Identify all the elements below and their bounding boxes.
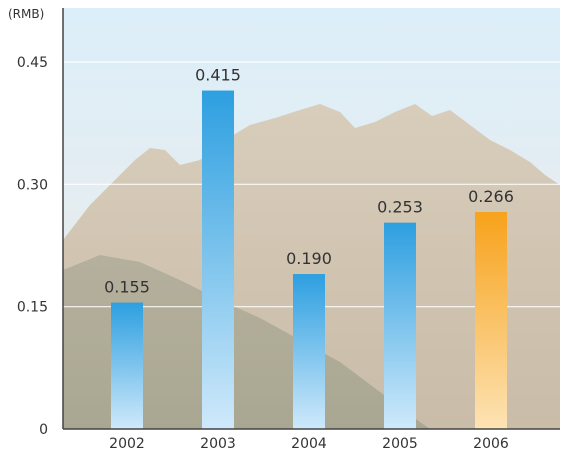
y-axis-unit-label: (RMB)	[8, 7, 44, 21]
data-labels: 0.155 0.415 0.190 0.253 0.266	[104, 66, 514, 297]
bar-2002	[111, 302, 143, 429]
x-tick-label-2003: 2003	[200, 436, 236, 452]
x-tick-label-2002: 2002	[109, 436, 145, 452]
bar-2005	[384, 222, 416, 429]
y-axis-ticks: 0 0.15 0.30 0.45	[17, 55, 48, 438]
data-label-2006: 0.266	[468, 187, 514, 206]
data-label-2002: 0.155	[104, 278, 150, 297]
y-tick-label: 0	[39, 422, 48, 438]
x-tick-label-2004: 2004	[291, 436, 327, 452]
x-tick-label-2006: 2006	[473, 436, 509, 452]
y-tick-label: 0.15	[17, 300, 48, 316]
x-tick-label-2005: 2005	[382, 436, 418, 452]
bars	[111, 90, 507, 430]
y-tick-label: 0.45	[17, 55, 48, 71]
data-label-2003: 0.415	[195, 66, 241, 85]
data-label-2005: 0.253	[377, 198, 423, 217]
x-axis-ticks: 2002 2003 2004 2005 2006	[109, 436, 509, 452]
data-label-2004: 0.190	[286, 249, 332, 268]
y-tick-label: 0.30	[17, 177, 48, 193]
bar-2003	[202, 90, 234, 430]
bar-2004	[293, 274, 325, 429]
bar-2006	[475, 212, 507, 429]
